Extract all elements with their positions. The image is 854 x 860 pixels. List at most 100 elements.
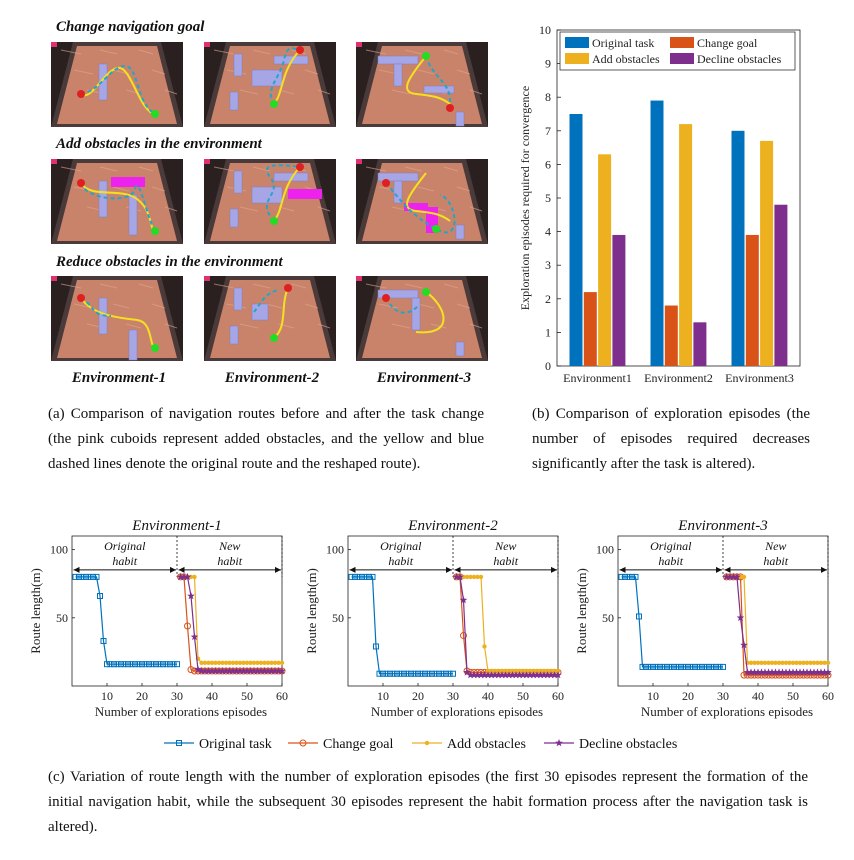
reshaped-route bbox=[269, 47, 301, 105]
env-label-2: Environment-2 bbox=[224, 370, 320, 386]
goal-marker bbox=[432, 225, 440, 233]
line-chart-environment-1: Environment-1 10 20 30 40 50 60 50 100 Number of … bbox=[28, 518, 288, 719]
arrow-head bbox=[724, 566, 731, 573]
legend-swatch bbox=[565, 37, 589, 48]
floor-grain bbox=[469, 206, 483, 212]
marker-square bbox=[632, 573, 639, 580]
marker-dot bbox=[797, 660, 803, 666]
marker-square bbox=[439, 670, 446, 677]
marker-dot bbox=[748, 660, 754, 666]
line-chart-environment-2: Environment-2 10 20 30 40 50 60 50 100 Number of … bbox=[304, 518, 564, 719]
marker-square bbox=[174, 661, 180, 668]
marker-dot bbox=[496, 668, 501, 674]
series-line bbox=[180, 576, 282, 672]
scene-corner-marker bbox=[51, 159, 57, 164]
marker-dot bbox=[464, 574, 470, 580]
floor-grain bbox=[138, 49, 154, 55]
marker-dot bbox=[251, 660, 257, 666]
marker-star bbox=[778, 668, 787, 676]
scene-corner-marker bbox=[51, 42, 57, 47]
marker-square bbox=[352, 573, 358, 580]
marker-square bbox=[625, 573, 632, 580]
bar-add-obstacles bbox=[598, 154, 612, 366]
navigation-scene-thumbnail bbox=[204, 42, 336, 127]
reshaped-route bbox=[80, 182, 156, 232]
marker-star bbox=[747, 668, 755, 676]
marker-square bbox=[702, 663, 709, 670]
marker-star bbox=[480, 671, 489, 679]
floor-grain bbox=[404, 49, 423, 55]
marker-circle bbox=[184, 622, 191, 630]
marker-star bbox=[218, 667, 227, 675]
marker-star bbox=[187, 592, 195, 600]
marker-star bbox=[729, 572, 738, 581]
arrow-head bbox=[716, 566, 722, 573]
scene-corner-marker bbox=[356, 159, 362, 164]
marker-star bbox=[813, 668, 822, 676]
marker-square bbox=[355, 573, 362, 580]
marker-square bbox=[362, 573, 369, 580]
scene-corner-marker bbox=[204, 159, 210, 164]
marker-star bbox=[194, 665, 202, 673]
marker-square bbox=[79, 573, 86, 580]
goal-marker bbox=[270, 100, 278, 108]
marker-star bbox=[260, 667, 269, 675]
y-tick-label: 4 bbox=[545, 225, 551, 239]
marker-dot bbox=[492, 668, 498, 674]
bar-add-obstacles bbox=[760, 140, 774, 366]
marker-circle bbox=[299, 739, 307, 747]
floor-grain bbox=[252, 283, 271, 289]
marker-square bbox=[415, 670, 421, 677]
marker-star bbox=[215, 667, 223, 675]
marker-star bbox=[526, 671, 534, 679]
bar-decline-obstacles bbox=[774, 204, 788, 366]
bar-decline-obstacles bbox=[612, 234, 626, 366]
line-chart-title: Environment-2 bbox=[407, 518, 498, 534]
marker-star bbox=[494, 671, 503, 679]
marker-star bbox=[743, 668, 752, 676]
marker-star bbox=[750, 668, 759, 676]
obstacle-wall bbox=[455, 111, 465, 127]
obstacle-wall bbox=[393, 180, 403, 204]
marker-square bbox=[397, 670, 404, 677]
floor-grain bbox=[112, 186, 130, 192]
habit-annotation: habit bbox=[388, 554, 413, 568]
x-tick-label: 60 bbox=[276, 689, 288, 703]
marker-star bbox=[197, 667, 206, 675]
marker-star bbox=[267, 667, 276, 675]
habit-annotation: New bbox=[218, 539, 240, 553]
marker-square bbox=[425, 670, 432, 677]
floor-grain bbox=[456, 69, 471, 75]
legend-label: Original task bbox=[199, 737, 272, 752]
added-obstacle bbox=[404, 203, 428, 211]
marker-dot bbox=[248, 660, 253, 666]
marker-star bbox=[278, 667, 286, 675]
y-tick-label: 100 bbox=[50, 543, 68, 557]
marker-square bbox=[176, 740, 182, 746]
robot-start-marker bbox=[382, 179, 390, 187]
marker-dot bbox=[534, 668, 540, 674]
marker-star bbox=[459, 596, 468, 604]
marker-square bbox=[111, 661, 117, 668]
marker-star bbox=[250, 667, 258, 675]
marker-square bbox=[387, 670, 393, 677]
navigation-scene-thumbnail bbox=[51, 276, 183, 361]
obstacle-wall bbox=[377, 55, 419, 65]
y-tick-label: 10 bbox=[539, 23, 551, 37]
marker-star bbox=[740, 641, 748, 649]
marker-star bbox=[180, 572, 188, 581]
legend-label: Add obstacles bbox=[592, 52, 660, 66]
marker-square bbox=[660, 663, 667, 670]
scene-corner-marker bbox=[51, 276, 57, 281]
floor-grain bbox=[60, 49, 82, 55]
legend-swatch bbox=[565, 53, 589, 64]
x-tick-label: 50 bbox=[787, 689, 799, 703]
series-original-task bbox=[348, 573, 456, 677]
marker-star bbox=[554, 671, 562, 679]
x-category-label: Environment1 bbox=[563, 371, 632, 385]
marker-dot bbox=[531, 668, 536, 674]
y-tick-label: 1 bbox=[545, 325, 551, 339]
marker-dot bbox=[468, 574, 473, 580]
floor-grain bbox=[138, 283, 154, 289]
arrow-head bbox=[275, 566, 281, 573]
